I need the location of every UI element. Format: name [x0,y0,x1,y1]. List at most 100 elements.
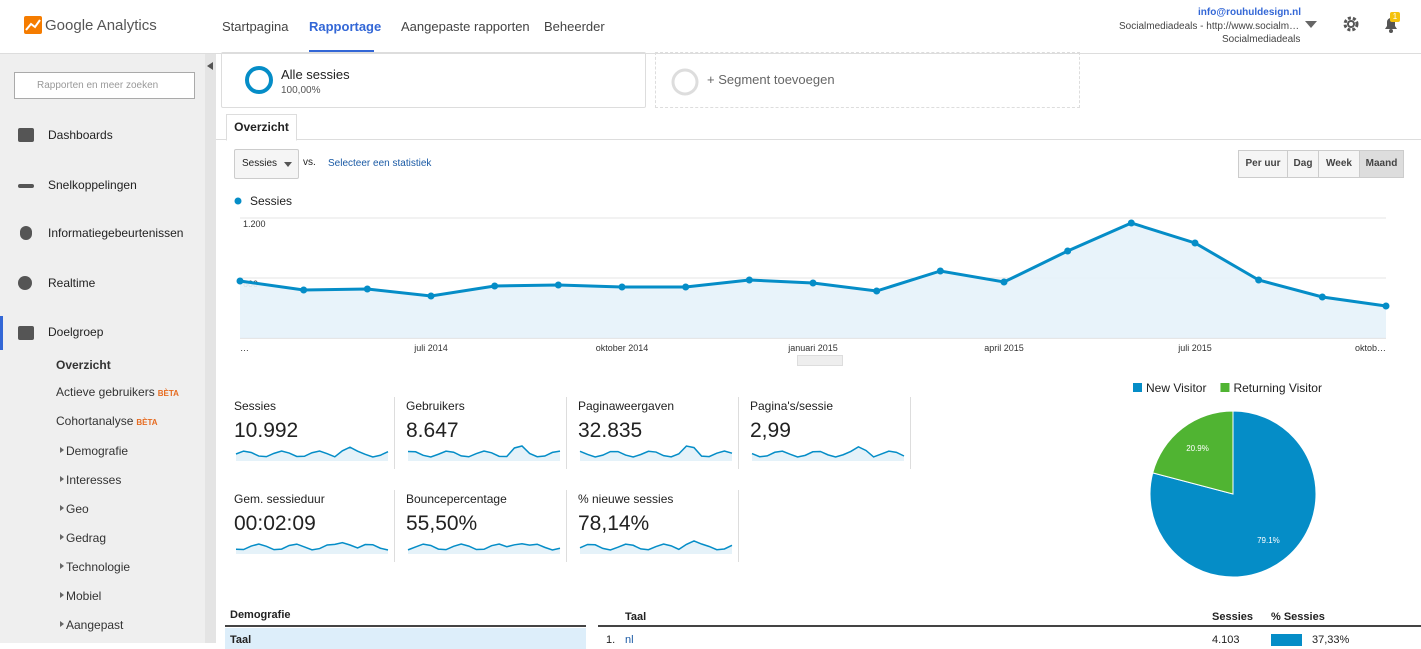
nav-icon [18,326,34,340]
metric-label: Gebruikers [406,399,465,413]
logo-text: Google Analytics [45,17,157,34]
chart-resize-handle[interactable] [797,355,843,366]
expand-arrow [60,563,64,569]
sparkline [235,446,389,458]
period-button[interactable]: Week [1318,150,1360,178]
data-point [554,281,562,289]
vs-label: vs. [303,157,316,168]
x-tick-label: januari 2015 [787,343,838,353]
period-button[interactable]: Per uur [1238,150,1288,178]
sparkline-area [580,540,732,554]
sidebar-subitem-active[interactable]: Overzicht [56,358,111,372]
segment-active[interactable]: Alle sessies 100,00% [221,52,646,108]
demographics-selected[interactable]: Taal [225,628,586,649]
data-point [1382,302,1390,310]
metric-select-label: Sessies [242,158,278,169]
data-point [300,286,308,294]
expand-arrow [60,505,64,511]
sidebar: Rapporten en meer zoeken Dashboards Snel… [0,54,205,643]
data-point [682,283,690,291]
sidebar-collapse[interactable] [205,54,216,643]
data-point [427,292,435,300]
pie-slice [1149,410,1317,578]
sidebar-item[interactable]: Realtime [48,276,96,290]
sidebar-item[interactable]: Informatiegebeurtenissen [48,226,184,240]
account-view[interactable]: Socialmediadeals [1222,34,1301,45]
segment-pct: 100,00% [281,85,321,96]
legend-swatch [1220,383,1230,392]
demographics-title: Demografie [225,609,586,627]
compare-link[interactable]: Selecteer een statistiek [328,158,432,169]
period-button-active[interactable]: Maand [1359,150,1404,178]
metric-label: Sessies [234,399,277,413]
nav-item-active[interactable]: Rapportage [309,19,382,34]
sidebar-subitem[interactable]: Geo [66,502,89,516]
subitem-label: Cohortanalyse [56,414,134,428]
sparkline-area [408,543,560,554]
metric-value: 78,14% [578,512,650,535]
collapse-arrow [207,62,213,70]
account-email[interactable]: info@rouhuldesign.nl [1198,7,1302,18]
sidebar-subitem[interactable]: Aangepast [66,618,124,632]
row-name[interactable]: nl [625,634,634,646]
sidebar-subitem[interactable]: Interesses [66,473,122,487]
x-tick-label: … [240,343,249,353]
tab[interactable]: Overzicht [226,114,297,141]
metric-label: Gem. sessieduur [234,492,325,506]
sidebar-subitem[interactable]: Cohortanalyse BÈTA [56,414,158,428]
pie-label: 79.1% [1257,536,1280,545]
subitem-label: Actieve gebruikers [56,385,155,399]
metric-label: Paginaweergaven [578,399,675,413]
x-tick-label: juli 2015 [1177,343,1212,353]
sidebar-subitem[interactable]: Actieve gebruikers BÈTA [56,385,179,399]
nav-icon [18,184,34,188]
settings-icon[interactable] [1342,15,1360,33]
y-tick-label: 600 [243,279,258,289]
account-dropdown[interactable] [1305,21,1317,29]
pie-label: 20.9% [1186,444,1209,453]
data-point [809,279,817,287]
series-area [240,223,1386,338]
nav-underline [309,50,374,53]
column-header: Taal [625,611,647,623]
data-point [236,277,244,285]
sidebar-item[interactable]: Snelkoppelingen [48,178,137,192]
sidebar-subitem[interactable]: Technologie [66,560,131,574]
x-tick-label: oktob… [1355,343,1386,353]
search-box[interactable]: Rapporten en meer zoeken [14,72,195,99]
sparkline [579,540,733,551]
period-button[interactable]: Dag [1287,150,1319,178]
nav-item[interactable]: Startpagina [222,19,289,34]
sidebar-item[interactable]: Dashboards [48,128,113,142]
sidebar-subitem[interactable]: Gedrag [66,531,107,545]
data-point [1191,239,1199,247]
nav-item[interactable]: Aangepaste rapporten [401,19,530,34]
expand-arrow [60,621,64,627]
metric-value: 32.835 [578,419,643,442]
legend-dot [234,197,242,205]
legend-label: Sessies [250,194,292,208]
nav-icon [18,276,32,290]
expand-arrow [60,592,64,598]
sparkline [407,543,561,551]
expand-arrow [60,476,64,482]
data-point [873,287,881,295]
segment-add[interactable]: + Segment toevoegen [655,52,1080,108]
segment-ring-empty [671,68,699,96]
sidebar-subitem[interactable]: Mobiel [66,589,102,603]
data-point [1127,219,1135,227]
metric-divider [738,397,739,469]
top-bar: Google Analytics Startpagina Rapportage … [0,0,1421,54]
data-point [491,282,499,290]
metric-divider [394,397,395,469]
account-property[interactable]: Socialmediadeals - http://www.socialm… [1119,21,1300,32]
nav-item[interactable]: Beheerder [544,19,605,34]
sidebar-subitem[interactable]: Demografie [66,444,129,458]
metric-select[interactable]: Sessies [234,149,299,179]
sidebar-item[interactable]: Doelgroep [48,325,104,339]
data-point [1064,247,1072,255]
logo-icon [24,16,42,34]
column-header: % Sessies [1271,611,1325,623]
